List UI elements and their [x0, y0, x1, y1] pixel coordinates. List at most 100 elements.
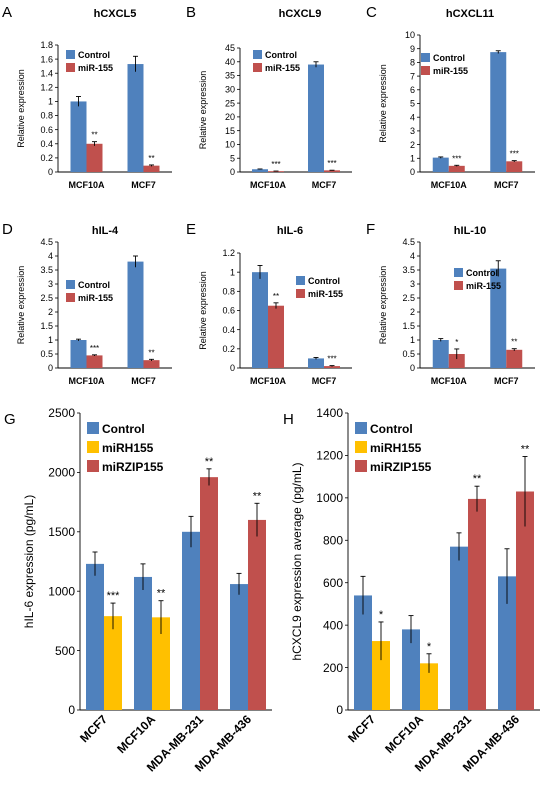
y-tick-label: 3 [410, 279, 415, 289]
bar-mcf10a-mir155 [448, 165, 465, 172]
y-axis-label: hIL-6 expression (pg/mL) [22, 495, 36, 628]
bar-mcf7-control [490, 52, 507, 172]
bar-mcf10a-control [252, 169, 268, 172]
legend-swatch [296, 289, 305, 298]
y-tick-label: 0 [336, 703, 343, 717]
y-tick-label: 3 [410, 126, 415, 136]
bar-mcf7-control [127, 261, 144, 368]
legend-swatch [355, 441, 367, 453]
y-tick-label: 2.5 [402, 293, 415, 303]
bar-mcf10a-mirh155 [420, 663, 438, 710]
panel-h: H 0 200 400 600 800 1000 1200 1400 hCXCL9 express… [283, 406, 540, 774]
y-tick-label: 1500 [48, 525, 75, 539]
y-tick-label: 0 [410, 167, 415, 177]
chart-title: hCXCL9 [279, 8, 322, 20]
x-tick-label: MCF10A [382, 712, 426, 756]
bar-mcf10a-mir155 [268, 305, 284, 368]
legend-label: Control [102, 422, 145, 436]
bar-mcf10a-control [70, 101, 87, 172]
legend-swatch [454, 268, 463, 277]
chart-title: hCXCL5 [94, 8, 137, 20]
y-tick-label: 7 [410, 71, 415, 81]
y-tick-label: 400 [323, 618, 343, 632]
y-tick-label: 1.2 [40, 82, 53, 92]
bar-mcf7-control [354, 595, 372, 710]
chart-title: hIL-6 [277, 225, 303, 237]
chart-title: hIL-10 [454, 225, 486, 237]
y-tick-label: 1.2 [222, 248, 235, 258]
y-tick-label: 0 [48, 363, 53, 373]
y-tick-label: 1 [48, 97, 53, 107]
bar-mda-mb-436-control [498, 576, 516, 710]
y-tick-label: 2 [48, 307, 53, 317]
bar-mcf7-control [308, 64, 324, 172]
significance-label: *** [271, 160, 280, 169]
significance-label: ** [148, 154, 154, 163]
y-tick-label: 0.8 [40, 111, 53, 121]
bar-mcf10a-control [432, 340, 449, 368]
y-tick-label: 0 [68, 703, 75, 717]
bar-mcf7-control [308, 358, 324, 368]
y-tick-label: 6 [410, 85, 415, 95]
significance-label: ** [511, 338, 517, 347]
y-tick-label: 4 [410, 251, 415, 261]
legend-label: Control [78, 280, 110, 290]
significance-label: *** [452, 154, 461, 163]
legend-label: Control [433, 53, 465, 63]
bar-mcf7-mir155 [506, 161, 523, 172]
x-tick-label: MCF10A [431, 180, 468, 190]
y-tick-label: 0.4 [40, 139, 53, 149]
y-axis-label: Relative expression [378, 266, 388, 345]
legend-label: miRZIP155 [102, 460, 164, 474]
bar-mcf7-control [86, 563, 104, 710]
x-tick-label: MCF10A [250, 180, 287, 190]
bar-mcf7-mir155 [143, 360, 160, 368]
y-tick-label: 3 [48, 279, 53, 289]
bar-mcf7-mir155 [506, 349, 523, 368]
legend-label: miR-155 [78, 63, 113, 73]
significance-label: ** [473, 473, 482, 485]
legend-swatch [87, 460, 99, 472]
y-tick-label: 0.6 [40, 125, 53, 135]
significance-label: ** [273, 292, 279, 301]
y-tick-label: 3.5 [40, 265, 53, 275]
bar-mda-mb-231-control [182, 531, 200, 710]
y-tick-label: 5 [410, 99, 415, 109]
significance-label: ** [521, 443, 530, 455]
bar-mcf10a-mir155 [86, 355, 103, 368]
legend-swatch [66, 63, 75, 72]
x-tick-label: MCF10A [68, 180, 105, 190]
bar-mcf7-control [127, 64, 144, 172]
y-tick-label: 1 [410, 335, 415, 345]
legend-swatch [253, 63, 262, 72]
legend-swatch [66, 50, 75, 59]
legend-label: miR-155 [466, 281, 501, 291]
significance-label: * [427, 641, 432, 653]
y-tick-label: 0.6 [222, 306, 235, 316]
y-tick-label: 1200 [316, 449, 343, 463]
legend-label: miRZIP155 [370, 460, 432, 474]
bar-mda-mb-231-mirzip155 [200, 477, 218, 710]
y-tick-label: 15 [225, 126, 235, 136]
y-tick-label: 8 [410, 58, 415, 68]
legend-label: miR-155 [265, 63, 300, 73]
bar-mcf10a-control [402, 629, 420, 710]
y-tick-label: 10 [225, 140, 235, 150]
legend-label: miRH155 [370, 441, 422, 455]
y-tick-label: 4 [410, 112, 415, 122]
y-tick-label: 35 [225, 71, 235, 81]
y-tick-label: 0.5 [402, 349, 415, 359]
bar-mcf10a-mirh155 [152, 617, 170, 710]
bar-mcf7-mir155 [324, 366, 340, 368]
significance-label: ** [91, 131, 97, 140]
bar-mcf7-mirh155 [372, 641, 390, 710]
chart-title: hIL-4 [92, 225, 119, 237]
significance-label: * [379, 609, 384, 621]
y-tick-label: 4.5 [40, 237, 53, 247]
legend-label: Control [466, 268, 498, 278]
